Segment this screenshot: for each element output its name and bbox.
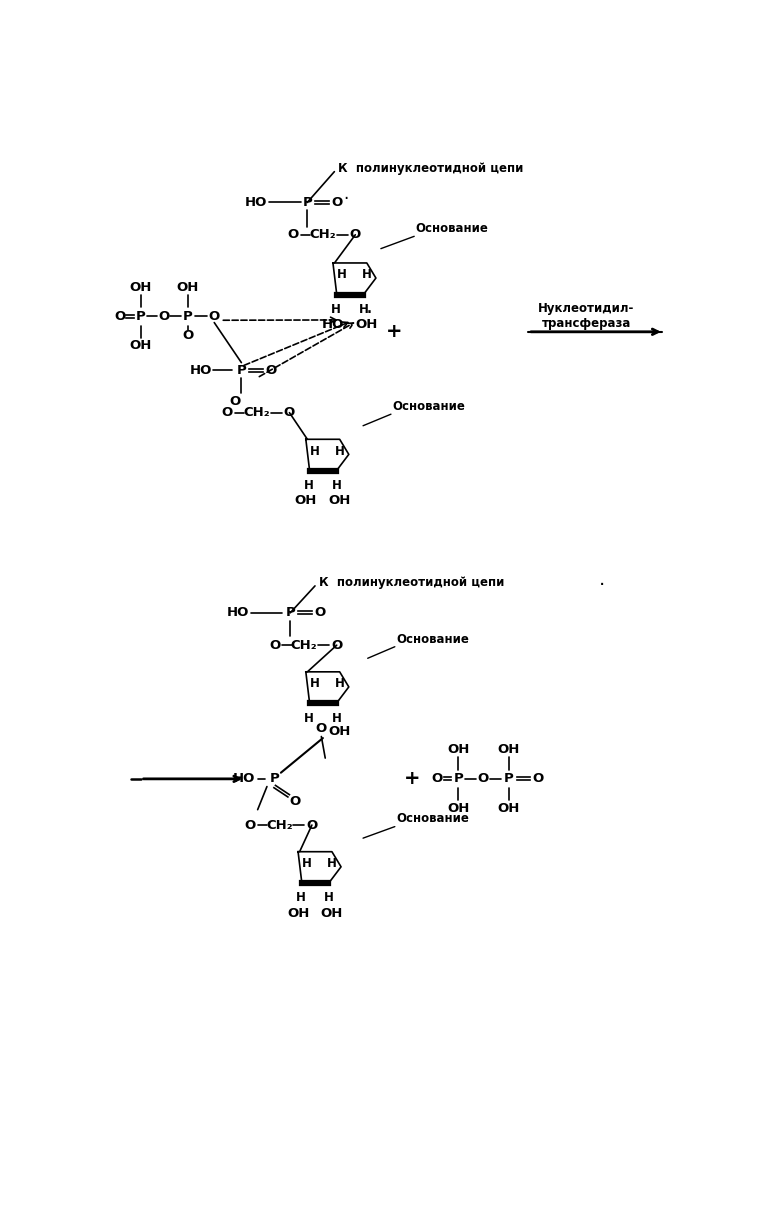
Text: O: O bbox=[230, 394, 241, 408]
Text: HO: HO bbox=[233, 772, 256, 785]
Text: O: O bbox=[114, 310, 125, 323]
Text: HO: HO bbox=[245, 196, 267, 209]
Text: O: O bbox=[288, 228, 299, 241]
Text: ·: · bbox=[366, 303, 372, 322]
Text: OH: OH bbox=[498, 801, 520, 815]
Text: +: + bbox=[386, 322, 402, 342]
Text: O: O bbox=[432, 772, 443, 785]
Text: OH: OH bbox=[328, 495, 350, 507]
Text: OH: OH bbox=[129, 339, 152, 352]
Text: OH: OH bbox=[295, 495, 317, 507]
Text: H: H bbox=[324, 892, 334, 904]
Text: +: + bbox=[404, 769, 420, 789]
Text: OH: OH bbox=[328, 725, 350, 737]
Text: H: H bbox=[332, 712, 342, 724]
Text: P: P bbox=[136, 310, 146, 323]
Text: H: H bbox=[303, 858, 312, 870]
Text: H: H bbox=[304, 479, 314, 492]
Text: HO: HO bbox=[190, 364, 212, 377]
Text: O: O bbox=[209, 310, 220, 323]
Text: O: O bbox=[222, 407, 233, 419]
Text: O: O bbox=[350, 228, 361, 241]
Text: OH: OH bbox=[356, 318, 378, 331]
Text: O: O bbox=[269, 638, 281, 652]
Text: H: H bbox=[310, 677, 320, 690]
Text: O: O bbox=[265, 364, 277, 377]
Text: OH: OH bbox=[447, 801, 470, 815]
Text: ·: · bbox=[599, 577, 605, 595]
Text: P: P bbox=[237, 364, 246, 377]
Text: O: O bbox=[182, 330, 194, 342]
Text: P: P bbox=[183, 310, 193, 323]
Text: OH: OH bbox=[498, 744, 520, 756]
Text: OH: OH bbox=[287, 906, 310, 920]
Text: O: O bbox=[284, 407, 295, 419]
Text: O: O bbox=[532, 772, 544, 785]
Text: К  полинуклеотидной цепи: К полинуклеотидной цепи bbox=[319, 576, 504, 588]
Text: P: P bbox=[453, 772, 463, 785]
Text: H: H bbox=[296, 892, 306, 904]
Text: OH: OH bbox=[447, 744, 470, 756]
Text: H: H bbox=[359, 303, 368, 316]
Text: CH₂: CH₂ bbox=[266, 818, 292, 832]
Text: Основание: Основание bbox=[397, 632, 470, 646]
Text: OH: OH bbox=[129, 281, 152, 294]
Text: H: H bbox=[335, 445, 345, 458]
Text: Основание: Основание bbox=[393, 401, 466, 413]
Text: CH₂: CH₂ bbox=[244, 407, 270, 419]
Text: H: H bbox=[362, 268, 372, 282]
Text: P: P bbox=[303, 196, 312, 209]
Text: H: H bbox=[310, 445, 320, 458]
Text: P: P bbox=[504, 772, 514, 785]
Text: O: O bbox=[331, 638, 343, 652]
Text: HO: HO bbox=[227, 606, 249, 620]
Text: P: P bbox=[270, 772, 280, 785]
Text: Основание: Основание bbox=[397, 812, 470, 826]
Text: O: O bbox=[331, 196, 343, 209]
Text: O: O bbox=[316, 723, 327, 735]
Text: H: H bbox=[327, 858, 337, 870]
Text: ·: · bbox=[343, 190, 349, 208]
Text: OH: OH bbox=[321, 906, 343, 920]
Text: H: H bbox=[304, 712, 314, 724]
Text: К  полинуклеотидной цепи: К полинуклеотидной цепи bbox=[338, 162, 524, 175]
Text: Основание: Основание bbox=[416, 222, 488, 235]
Text: O: O bbox=[477, 772, 488, 785]
Text: O: O bbox=[314, 606, 325, 620]
Text: Нуклеотидил-
трансфераза: Нуклеотидил- трансфераза bbox=[538, 303, 634, 331]
Text: CH₂: CH₂ bbox=[291, 638, 318, 652]
Text: H: H bbox=[337, 268, 347, 282]
Text: HO: HO bbox=[321, 318, 344, 331]
Text: H: H bbox=[335, 677, 345, 690]
Text: O: O bbox=[158, 310, 169, 323]
Text: P: P bbox=[285, 606, 295, 620]
Text: O: O bbox=[307, 818, 318, 832]
Text: OH: OH bbox=[176, 281, 199, 294]
Text: O: O bbox=[289, 795, 300, 808]
Text: CH₂: CH₂ bbox=[310, 228, 336, 241]
Text: O: O bbox=[245, 818, 256, 832]
Text: H: H bbox=[332, 479, 342, 492]
Text: H: H bbox=[331, 303, 341, 316]
